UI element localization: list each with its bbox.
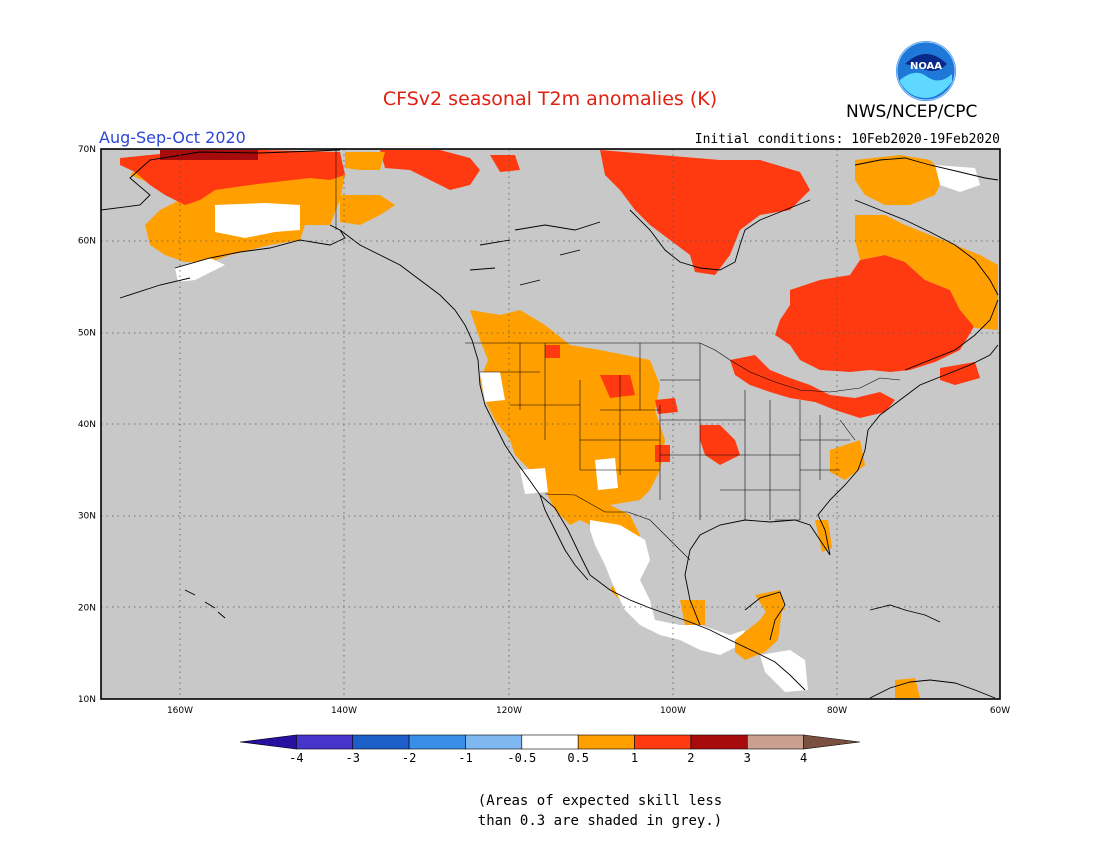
latitude-labels: 70N 60N 50N 40N 30N 20N 10N [78, 145, 96, 705]
anomaly-westus-white3 [520, 468, 548, 494]
border-us-mexico [544, 493, 691, 561]
coastline-southamerica [869, 679, 996, 699]
anomaly-arctic-red2 [490, 155, 520, 172]
anomaly-greenland-white [935, 165, 980, 192]
anomaly-arctic-orange [345, 152, 385, 170]
anomaly-quebec-red [775, 255, 975, 372]
lat-label-50N: 50N [78, 328, 96, 338]
map-frame [100, 148, 1001, 700]
coastline-east [899, 299, 999, 401]
lat-label-10N: 10N [78, 695, 96, 705]
anomaly-yukon-orange [340, 195, 395, 225]
border-states-east [775, 415, 856, 521]
anomaly-hudson-red [600, 150, 810, 275]
border-states-west [480, 343, 661, 500]
lon-label-140W: 140W [331, 706, 357, 716]
colorbar-swatch-6 [577, 734, 635, 750]
anomaly-westus-red1 [600, 375, 635, 398]
anomaly-caribbean-orange [895, 678, 920, 698]
longitude-labels: 160W 140W 120W 100W 80W 60W [167, 706, 1010, 716]
anomaly-westus-white1 [480, 372, 505, 402]
colorbar-label-7: 2 [687, 751, 694, 765]
anomaly-maritimes-red [940, 362, 980, 385]
colorbar-label-6: 1 [631, 751, 638, 765]
coastlines [101, 149, 999, 699]
coastline-hawaii [184, 589, 226, 619]
colorbar-label-2: -2 [402, 751, 416, 765]
colorbar-swatch-7 [634, 734, 692, 750]
skill-note-line1: (Areas of expected skill less [477, 793, 723, 809]
lon-label-60W: 60W [990, 706, 1010, 716]
lon-label-120W: 120W [496, 706, 522, 716]
anomaly-mexico-white [590, 520, 745, 655]
lat-label-60N: 60N [78, 237, 96, 247]
border-us-canada [465, 342, 901, 393]
noaa-logo: NOAA [896, 41, 956, 101]
coastline-greenland [854, 157, 999, 181]
lat-label-20N: 20N [78, 603, 96, 613]
colorbar-label-5: 0.5 [567, 751, 589, 765]
colorbar-swatch-9 [746, 734, 804, 750]
coastline-hudson [629, 199, 811, 271]
colorbar-swatch-3 [408, 734, 466, 750]
colorbar-label-0: -4 [289, 751, 303, 765]
colorbar-label-4: -0.5 [507, 751, 536, 765]
season-label: Aug-Sep-Oct 2020 [99, 128, 246, 147]
chart-title: CFSv2 seasonal T2m anomalies (K) [382, 88, 718, 110]
agency-label: NWS/NCEP/CPC [846, 102, 978, 122]
anomaly-greenland-orange [855, 155, 945, 205]
coastline-arctic-islands [469, 221, 601, 286]
colorbar-label-9: 4 [800, 751, 807, 765]
colorbar-label-8: 3 [744, 751, 751, 765]
lat-label-70N: 70N [78, 145, 96, 155]
colorbar-swatch-2 [352, 734, 410, 750]
colorbar: -4 -3 -2 -1 -0.5 0.5 1 2 3 4 [239, 734, 861, 765]
coastline-yucatan [744, 591, 786, 641]
lat-label-30N: 30N [78, 512, 96, 522]
lon-label-80W: 80W [827, 706, 847, 716]
anomaly-westus-red3 [545, 345, 560, 358]
coastline-west [464, 324, 591, 581]
coastline-mexico [589, 574, 806, 691]
colorbar-swatch-10 [803, 734, 861, 750]
anomaly-mexico-orange2 [680, 600, 705, 625]
anomaly-westus-red2 [655, 398, 678, 414]
initial-conditions-label: Initial conditions: 10Feb2020-19Feb2020 [694, 132, 1000, 147]
anomaly-labrador-orange [855, 215, 998, 330]
anomaly-greatlakes-red [730, 355, 895, 418]
colorbar-swatch-5 [521, 734, 579, 750]
colorbar-label-1: -3 [346, 751, 360, 765]
colorbar-swatch-0 [239, 734, 297, 750]
colorbar-swatch-4 [465, 734, 523, 750]
graticule [101, 149, 1000, 699]
lon-label-100W: 100W [660, 706, 686, 716]
coastline-labrador [854, 199, 999, 296]
anomaly-alaska-red [120, 150, 345, 205]
anomaly-arctic-red [380, 150, 480, 190]
coastline-gulf [684, 399, 901, 626]
anomaly-alaska-white2 [175, 258, 225, 282]
lon-label-160W: 160W [167, 706, 193, 716]
skill-note: (Areas of expected skill less than 0.3 a… [0, 791, 1100, 831]
anomaly-plains-red2 [655, 445, 670, 462]
colorbar-swatch-8 [690, 734, 748, 750]
colorbar-swatch-1 [296, 734, 354, 750]
logo-text: NOAA [910, 61, 942, 72]
colorbar-label-3: -1 [458, 751, 472, 765]
anomaly-alaska-white [215, 203, 300, 238]
skill-note-line2: than 0.3 are shaded in grey.) [477, 813, 723, 829]
anomaly-alaska-darkred [160, 150, 258, 160]
coastline-alaska [101, 149, 466, 326]
political-borders [335, 150, 901, 561]
lat-label-40N: 40N [78, 420, 96, 430]
border-states-central [660, 343, 801, 520]
anomaly-westus-white2 [595, 458, 618, 490]
anomaly-yucatan-orange [755, 590, 785, 615]
anomaly-shading [120, 150, 998, 698]
